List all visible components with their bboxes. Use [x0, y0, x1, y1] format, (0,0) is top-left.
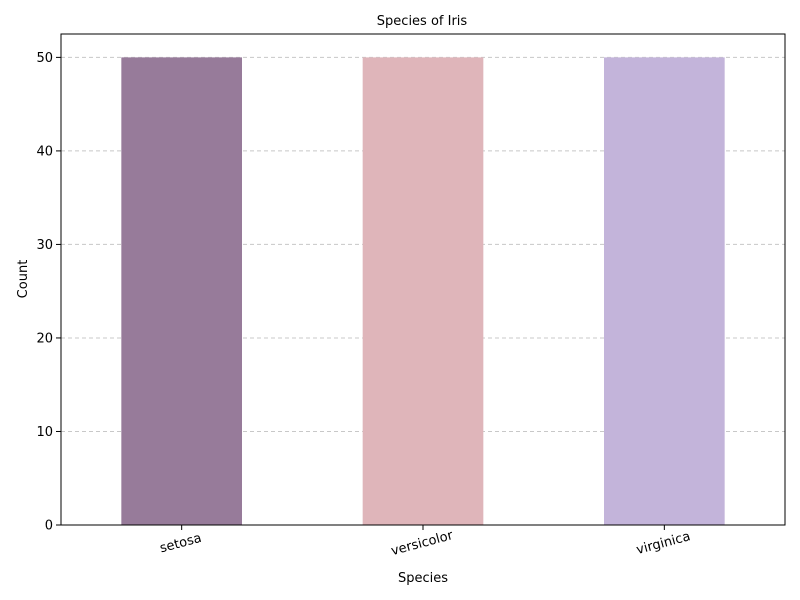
chart-title: Species of Iris: [377, 14, 468, 29]
y-tick-label: 10: [36, 425, 53, 440]
y-tick-label: 20: [36, 331, 53, 346]
y-axis-ticks: 0 10 20 30 40 50: [36, 51, 61, 534]
x-tick-label: versicolor: [390, 528, 456, 559]
y-tick-label: 30: [36, 238, 53, 253]
x-tick-label: setosa: [158, 531, 203, 557]
y-tick-label: 0: [45, 519, 53, 534]
x-tick-label: virginica: [635, 529, 692, 558]
x-axis-label: Species: [398, 571, 448, 586]
bars: [121, 57, 725, 525]
y-tick-label: 50: [36, 51, 53, 66]
bar-virginica: [604, 57, 725, 525]
y-tick-label: 40: [36, 144, 53, 159]
bar-versicolor: [362, 57, 484, 525]
bar-setosa: [121, 57, 242, 525]
x-axis-ticks: setosa versicolor virginica: [158, 525, 692, 559]
y-axis-label: Count: [16, 260, 31, 299]
